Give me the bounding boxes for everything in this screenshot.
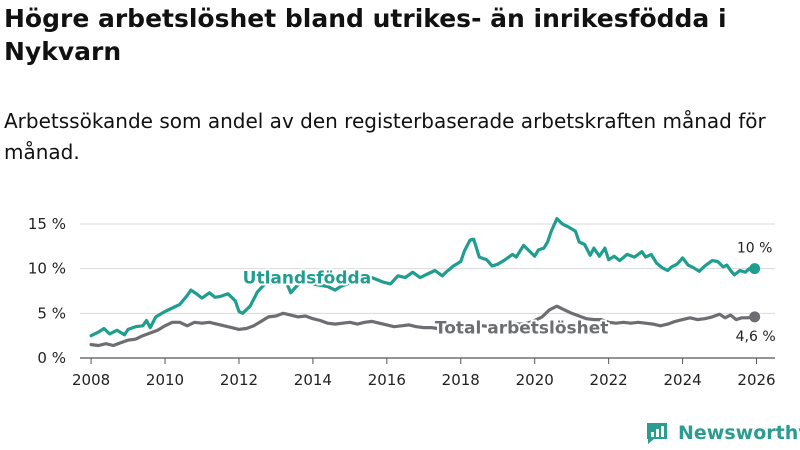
series-end-point-utlandsfodda <box>749 263 761 275</box>
end-label-total: 4,6 % <box>736 329 776 345</box>
series-line-utlandsfodda <box>89 217 757 338</box>
series-line-total <box>89 304 757 348</box>
series <box>89 217 761 348</box>
x-tick-label: 2008 <box>72 371 110 389</box>
brand-name: Newsworthy <box>678 422 800 444</box>
x-tick-label: 2016 <box>368 371 406 389</box>
page-title: Högre arbetslöshet bland utrikes- än inr… <box>4 4 727 66</box>
y-tick-label: 5 % <box>37 304 66 322</box>
x-tick-label: 2014 <box>294 371 332 389</box>
labels: 10 % 4,6 % Utlandsfödda Total arbetslöshet <box>241 241 776 345</box>
end-label-utlandsfodda: 10 % <box>737 241 773 257</box>
y-tick-label: 0 % <box>37 349 66 367</box>
series-end-point-total <box>749 311 761 323</box>
axes: 0 % 5 % 10 % 15 % 2008 2010 2012 2014 2016 2018 20… <box>28 215 776 389</box>
newsworthy-logo-icon <box>647 423 667 444</box>
brand-logo: Newsworthy <box>644 418 800 448</box>
x-tick-label: 2020 <box>516 371 554 389</box>
x-tick-label: 2012 <box>220 371 258 389</box>
x-tick-label: 2026 <box>737 371 775 389</box>
x-tick-label: 2010 <box>146 371 184 389</box>
gridlines <box>80 223 775 359</box>
series-label-utlandsfodda: Utlandsfödda <box>243 269 372 289</box>
x-tick-label: 2018 <box>442 371 480 389</box>
x-tick-label: 2022 <box>590 371 628 389</box>
y-tick-label: 15 % <box>28 215 66 233</box>
y-tick-label: 10 % <box>28 260 66 278</box>
series-label-total: Total arbetslöshet <box>435 319 609 339</box>
x-tick-label: 2024 <box>663 371 701 389</box>
page-subtitle: Arbetssökande som andel av den registerb… <box>4 109 766 164</box>
